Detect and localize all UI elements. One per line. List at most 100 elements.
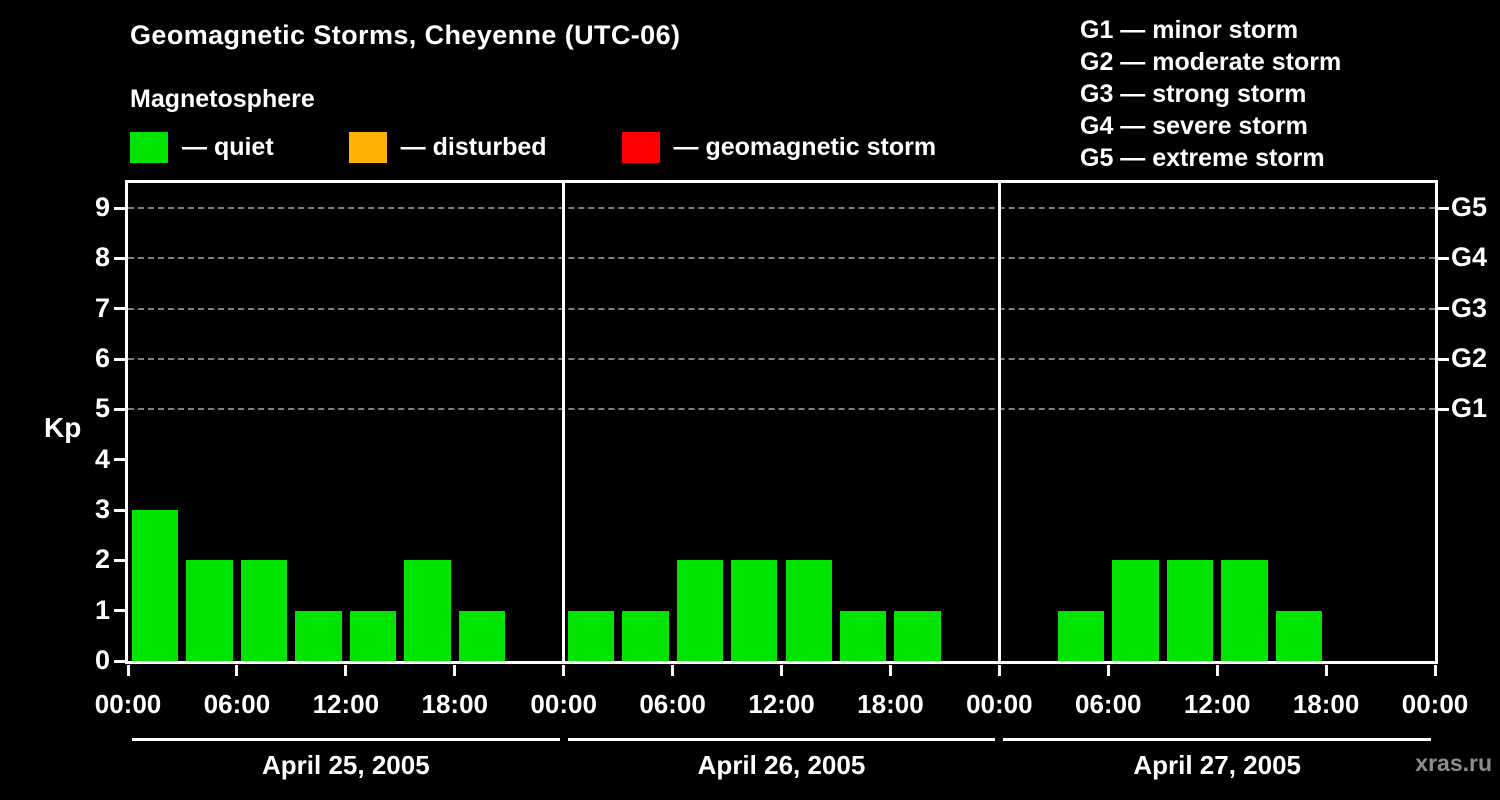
panel-separator [562,183,566,661]
x-tick-mark [1433,665,1437,676]
x-tick-label: 00:00 [1401,689,1469,719]
y-tick-mark [114,307,125,311]
kp-bar [785,560,832,661]
y-tick-mark [114,508,125,512]
kp-bar [132,510,179,661]
g-scale-legend: G1 — minor storm G2 — moderate storm G3 — … [1080,14,1341,174]
magnetosphere-label: Magnetosphere [130,85,315,113]
g-scale-item: G1 — minor storm [1080,16,1299,44]
x-tick-mark [344,665,348,676]
x-tick-mark [235,665,239,676]
y-tick-label: 4 [94,443,110,474]
day-axis-line [567,738,996,741]
y-tick-mark [114,609,125,613]
x-tick-mark [888,665,892,676]
y-tick-label: 9 [94,192,110,223]
legend-label: — quiet [182,133,274,161]
gridline [128,307,1435,310]
day-label: April 26, 2005 [697,750,866,780]
kp-bar [894,610,941,661]
legend-label: — disturbed [400,133,547,161]
x-tick-label: 00:00 [530,689,597,719]
x-tick-label: 18:00 [857,689,924,719]
day-label: April 27, 2005 [1133,750,1301,780]
kp-bar [240,560,288,661]
kp-bar [622,610,669,661]
right-axis-label: G5 [1451,192,1488,223]
kp-bar [458,610,506,661]
day-axis-line [1003,738,1431,741]
y-tick-label: 5 [94,393,110,424]
right-axis-label: G1 [1451,393,1488,424]
g-scale-item: G3 — strong storm [1080,80,1307,108]
x-tick-label: 00:00 [966,689,1033,719]
x-tick-label: 06:00 [1075,689,1142,719]
y-tick-label: 3 [94,494,110,525]
kp-bar [1057,610,1105,661]
y-tick-mark [114,407,125,411]
x-tick-mark [1215,665,1219,676]
x-tick-mark [780,665,783,676]
x-tick-label: 18:00 [1292,689,1360,719]
kp-bar [567,610,615,661]
right-axis-label: G4 [1451,242,1488,273]
x-tick-label: 06:00 [639,689,706,719]
y-tick-label: 0 [94,645,110,675]
x-tick-mark [126,665,130,676]
plot-border [125,180,1438,664]
x-tick-mark [671,665,675,676]
x-tick-label: 00:00 [94,689,162,719]
day-axis-line [132,738,560,741]
right-tick-mark [1438,307,1449,311]
day-label: April 25, 2005 [262,750,430,780]
right-tick-mark [1438,256,1449,260]
x-tick-label: 12:00 [312,689,380,719]
x-tick-label: 18:00 [421,689,489,719]
legend-item: — disturbed [348,132,547,163]
right-tick-mark [1438,407,1449,411]
chart-title: Geomagnetic Storms, Cheyenne (UTC-06) [130,20,681,50]
kp-bar [1275,610,1323,661]
kp-bar [404,560,451,661]
x-tick-label: 12:00 [1183,689,1251,719]
legend-swatch [130,132,168,163]
gridline [128,358,1435,361]
kp-bar [1112,560,1159,661]
x-tick-mark [1324,665,1328,676]
right-tick-mark [1438,357,1449,361]
right-axis-label: G2 [1451,343,1488,374]
g-scale-item: G5 — extreme storm [1080,144,1325,172]
x-tick-mark [1106,665,1110,676]
y-tick-label: 2 [94,544,110,575]
g-scale-item: G2 — moderate storm [1080,48,1342,76]
kp-state-legend: — quiet — disturbed — geomagnetic storm [130,132,1011,163]
gridline [128,408,1435,411]
x-tick-label: 12:00 [748,689,815,719]
x-tick-mark [997,665,1001,676]
gridline [128,257,1435,260]
y-tick-mark [114,256,125,260]
y-tick-mark [114,558,125,562]
y-tick-mark [114,357,125,361]
kp-bar [1221,560,1268,661]
panel-separator [997,183,1001,661]
kp-bar [295,610,342,661]
legend-item: — geomagnetic storm [621,132,936,163]
legend-swatch [348,132,387,163]
y-tick-label: 6 [94,343,110,374]
right-axis-label: G3 [1451,292,1488,323]
legend-swatch [621,132,660,163]
y-tick-label: 1 [94,594,110,625]
y-tick-mark [114,458,125,462]
kp-bar [349,610,397,661]
y-tick-mark [114,206,125,210]
right-tick-mark [1438,206,1449,210]
x-tick-label: 06:00 [203,689,271,719]
gridline [128,207,1435,210]
kp-bar [676,560,724,661]
y-axis-title: Kp [44,412,82,443]
y-tick-label: 8 [94,242,110,273]
watermark: xras.ru [1415,750,1492,776]
kp-bar [186,560,233,661]
